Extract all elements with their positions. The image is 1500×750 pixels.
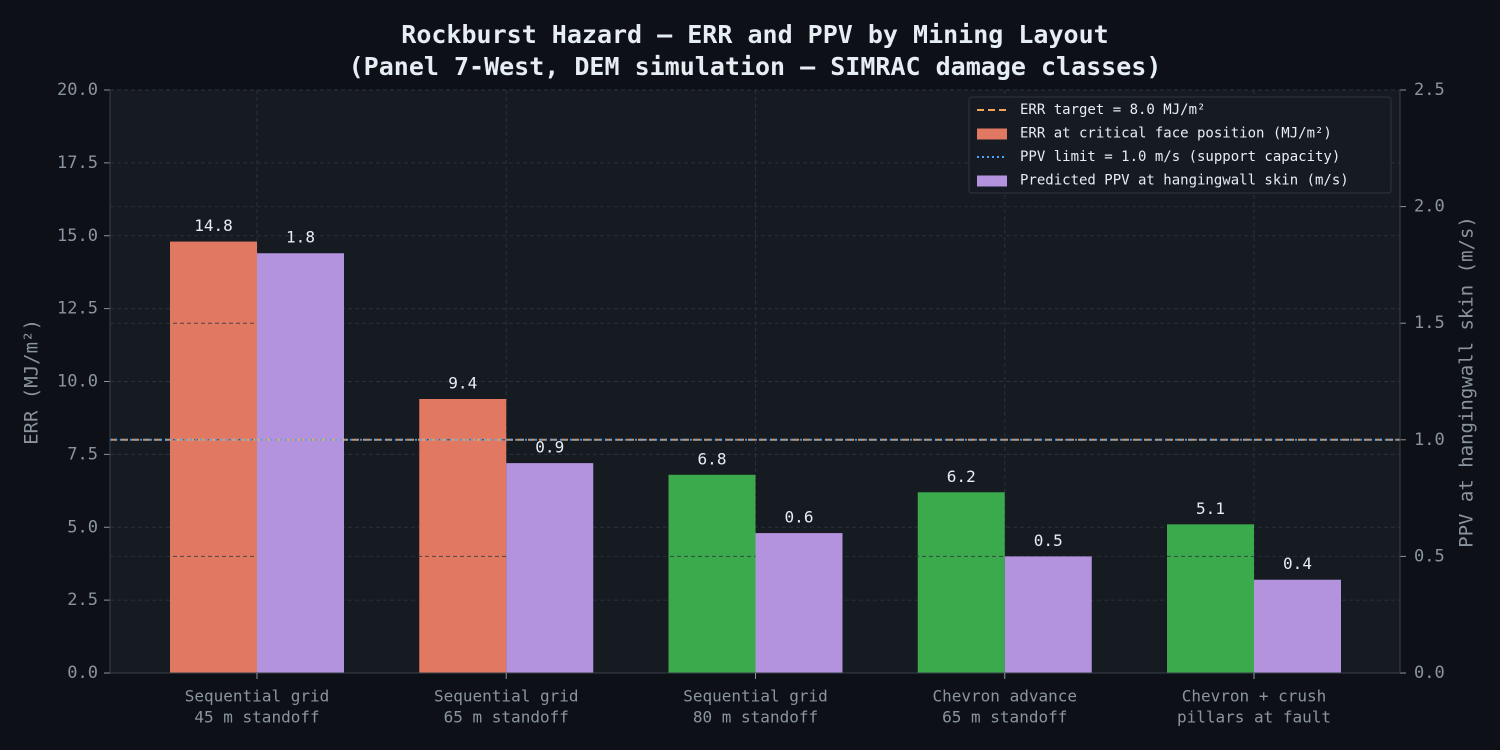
y-tick-label: 0.0 [67,663,98,683]
bar [419,398,507,673]
bar [1254,579,1341,673]
value-label: 5.1 [1196,499,1225,518]
x-tick-label: Sequential grid [434,687,579,706]
value-label: 1.8 [286,228,315,247]
value-label: 6.2 [947,467,976,486]
bar [755,533,843,673]
y-tick-label: 2.5 [67,590,98,610]
y-axis-label: ERR (MJ/m²) [21,319,43,445]
value-label: 14.8 [194,216,233,235]
y2-tick-label: 2.0 [1414,197,1445,217]
x-tick-label: pillars at fault [1177,708,1331,727]
y2-tick-label: 0.0 [1414,663,1445,683]
y2-tick-label: 1.0 [1414,430,1445,450]
value-label: 6.8 [698,449,727,468]
x-tick-label: Sequential grid [185,687,330,706]
value-label: 0.5 [1034,531,1063,550]
y-tick-label: 17.5 [57,153,98,173]
legend-label: Predicted PPV at hangingwall skin (m/s) [1020,173,1349,189]
x-tick-label: 65 m standoff [942,708,1067,727]
bar [170,241,257,673]
y-tick-label: 20.0 [57,80,98,100]
bar [668,474,756,673]
x-tick-label: Sequential grid [683,687,828,706]
chart-title: Rockburst Hazard — ERR and PPV by Mining… [401,20,1108,49]
bar [917,492,1005,673]
chart-subtitle: (Panel 7-West, DEM simulation — SIMRAC d… [349,52,1162,81]
x-tick-label: 45 m standoff [194,708,319,727]
value-label: 9.4 [448,373,477,392]
bar [1167,524,1254,673]
x-tick-label: 80 m standoff [693,708,818,727]
bar [506,463,594,673]
x-tick-label: Chevron advance [933,687,1078,706]
y-tick-label: 10.0 [57,372,98,392]
value-label: 0.4 [1283,554,1312,573]
y-tick-label: 12.5 [57,299,98,319]
y-tick-label: 15.0 [57,226,98,246]
legend-label: ERR target = 8.0 MJ/m² [1020,102,1205,118]
y2-tick-label: 0.5 [1414,546,1445,566]
x-tick-label: 65 m standoff [444,708,569,727]
bar [257,253,344,674]
x-tick-label: Chevron + crush [1182,687,1327,706]
y2-tick-label: 2.5 [1414,80,1445,100]
legend-label: ERR at critical face position (MJ/m²) [1020,126,1332,142]
legend-swatch [977,128,1007,140]
value-label: 0.6 [785,508,814,527]
legend-box [968,96,1392,194]
y-tick-label: 7.5 [67,444,98,464]
bar [1004,556,1092,673]
value-label: 0.9 [535,438,564,457]
legend-swatch [977,175,1007,187]
y2-axis-label: PPV at hangingwall skin (m/s) [1456,216,1478,548]
y2-tick-label: 1.5 [1414,313,1445,333]
legend-label: PPV limit = 1.0 m/s (support capacity) [1020,149,1340,165]
y-tick-label: 5.0 [67,517,98,537]
